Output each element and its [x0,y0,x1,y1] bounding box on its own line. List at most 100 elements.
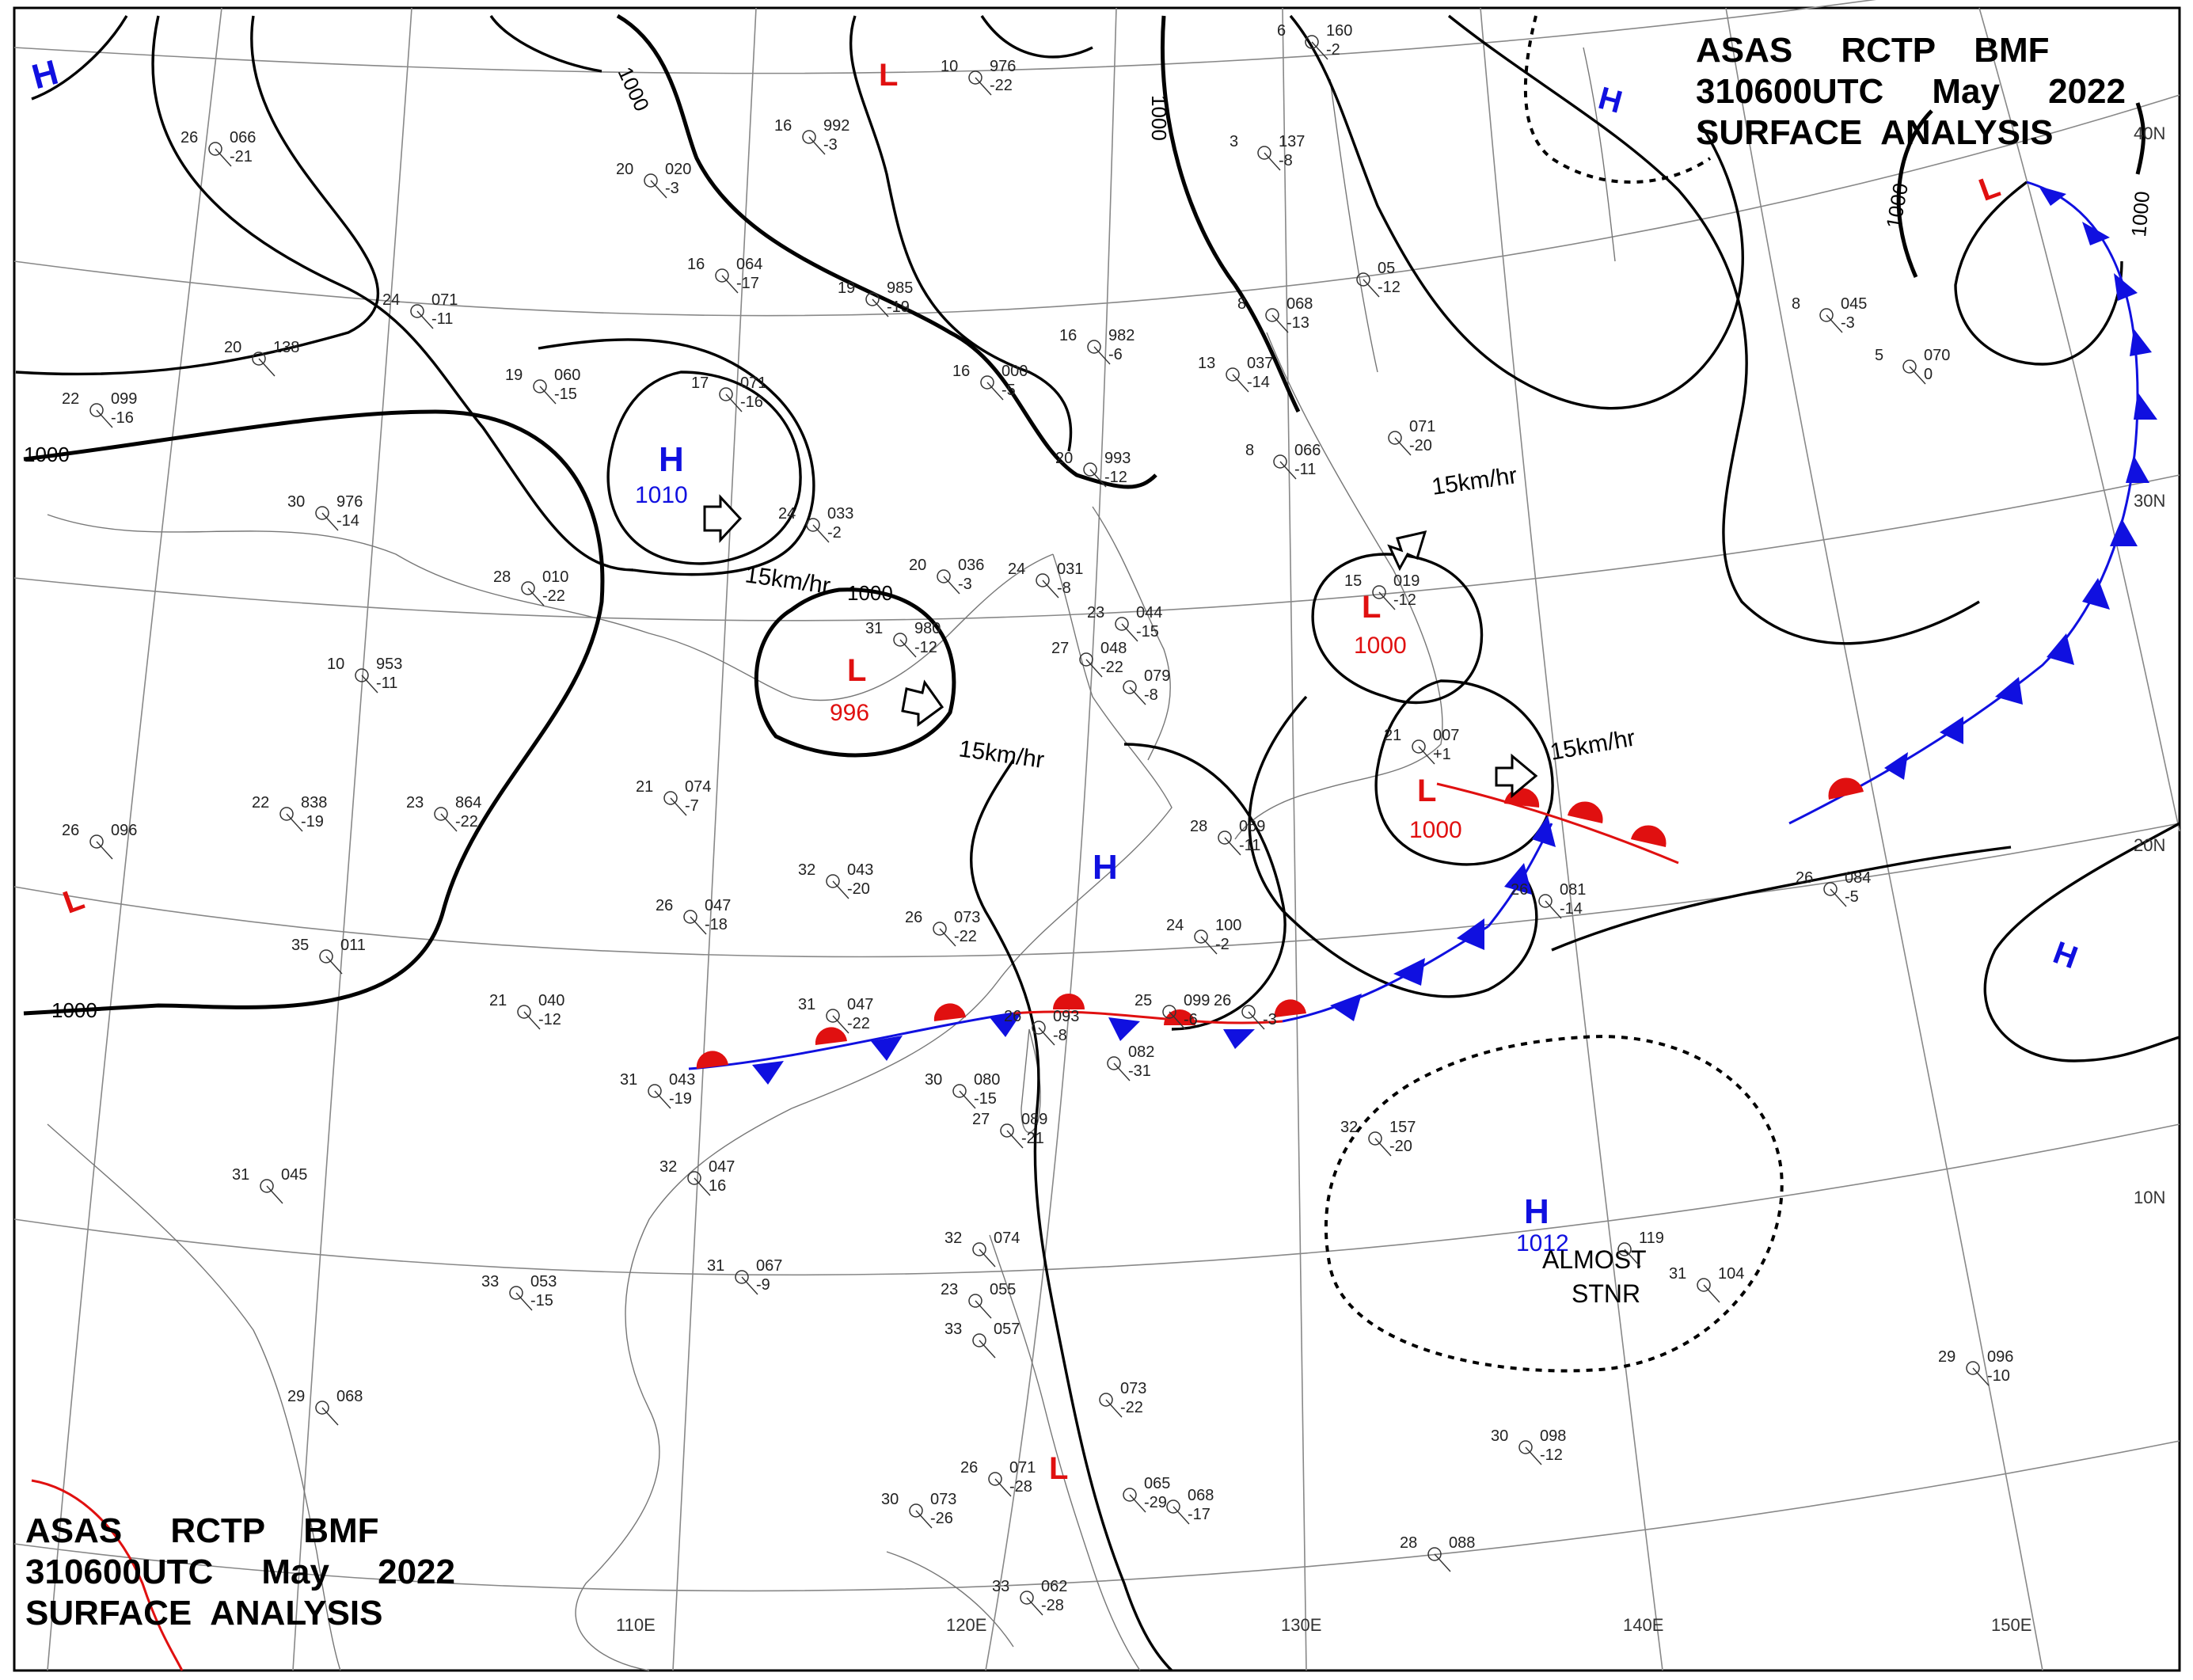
wind-barb [986,382,1004,401]
warm-front-bump [1274,999,1306,1017]
wind-barb [872,298,889,317]
lat-label-30n: 30N [2134,491,2165,511]
motion-arrow [901,679,944,727]
station-pressure: 068 [336,1388,363,1405]
station-dewpoint: -22 [1100,659,1123,676]
station-temperature: 32 [659,1158,677,1176]
station-pressure: 068 [1188,1487,1214,1504]
station-pressure: 010 [542,568,568,586]
warm-front-bump [1504,788,1540,808]
wind-barb [1363,279,1380,298]
station-plot: 22 099-16 [62,390,137,428]
station-plot: 26 -3 [1214,992,1277,1030]
station-plot: 31 047 -22 [798,996,873,1034]
station-temperature: 30 [1491,1427,1508,1445]
wind-barb [416,310,434,329]
station-pressure: 036 [958,557,984,574]
station-temperature: 13 [1198,355,1215,372]
station-temperature: 5 [1875,347,1883,364]
warm-front-bump [1053,994,1085,1009]
wind-barb [1830,888,1847,907]
isobar-label: 1000 [614,63,655,115]
station-circle [208,142,222,156]
wind-barb [1121,623,1138,642]
station-circle [972,1333,986,1347]
parallel-line [13,0,1876,74]
motion-speed-label: 15km/hr [743,561,832,599]
wind-barb [1105,1399,1123,1418]
wind-barb [1279,461,1297,480]
wind-barb [539,386,557,405]
warm-front-bump [1631,825,1667,847]
isobar [1123,743,1287,1031]
station-temperature: 20 [616,161,633,178]
station-temperature: 26 [181,129,198,146]
station-dewpoint: 16 [709,1177,726,1195]
warm-front-bump [933,1003,966,1021]
station-dewpoint: -20 [1409,437,1432,454]
station-circle [1966,1361,1980,1375]
station-pressure: 064 [736,256,762,273]
wind-barb [1085,659,1103,678]
wind-barb [266,1185,283,1204]
station-plot: 31 104 [1669,1265,1744,1303]
station-circle [1412,739,1426,754]
coastline-japan [1234,332,1443,840]
station-plot: 8 066 -11 [1245,442,1321,480]
station-temperature: 26 [656,897,673,914]
station-circle [1819,308,1834,322]
motion-speed-label: 15km/hr [1548,725,1636,766]
station-dewpoint: -2 [1326,41,1340,59]
station-pressure: 071 [1009,1459,1036,1477]
station-temperature: 32 [1340,1119,1358,1136]
wind-barb [1248,1011,1265,1030]
station-plot: 32 043-20 [798,861,873,899]
station-pressure: 993 [1104,450,1131,467]
station-plot: 28 010-22 [493,568,568,606]
station-temperature: 31 [1669,1265,1686,1283]
isobar [31,15,128,101]
isobar-label: 1000 [51,998,97,1022]
station-circle [826,874,840,888]
station-pressure: 062 [1041,1578,1067,1595]
station-dewpoint: -19 [669,1090,692,1108]
station-circle [1079,652,1093,667]
station-pressure: 137 [1279,133,1305,150]
station-circle [1226,367,1240,382]
motion-arrow [1387,530,1427,572]
station-temperature: 22 [62,390,79,408]
station-plot: 33 062 -28 [992,1578,1067,1616]
station-temperature: 23 [406,794,424,811]
station-dewpoint: -3 [958,576,972,593]
station-dewpoint: -11 [1294,461,1316,478]
coastline-india [47,1123,341,1671]
coastline-philippines [989,1234,1141,1671]
pressure-systems: H H 1010 H H H 1012 H L L 996 L 1000 L 1… [28,53,2082,1486]
wind-barb [1200,936,1218,955]
station-plot: 24 033-2 [778,505,853,543]
station-circle [802,130,816,144]
low-center: L [1974,169,2005,208]
cold-front-tooth [1457,918,1484,950]
station-dewpoint: -2 [827,524,842,542]
motion-arrows [703,494,1538,799]
station-circle [319,949,333,964]
station-dewpoint: -22 [954,928,977,945]
station-pressure: 043 [669,1071,695,1089]
almost-label: ALMOST [1542,1245,1647,1274]
wind-barb [915,1510,933,1529]
cold-front-tooth [2047,633,2074,665]
station-pressure: 068 [1287,295,1313,313]
wind-barb [1026,1597,1043,1616]
map-frame [13,6,2181,1672]
station-dewpoint: +1 [1433,746,1451,763]
low-center: L [879,58,898,93]
isobar-1000-ne2 [2135,102,2145,175]
station-dewpoint: -21 [1021,1130,1044,1147]
cold-front-tooth [1504,863,1532,895]
station-pressure: 992 [823,117,849,135]
station-circle [648,1084,662,1098]
station-temperature: 3 [1230,133,1238,150]
station-pressure: 065 [1144,1475,1170,1492]
